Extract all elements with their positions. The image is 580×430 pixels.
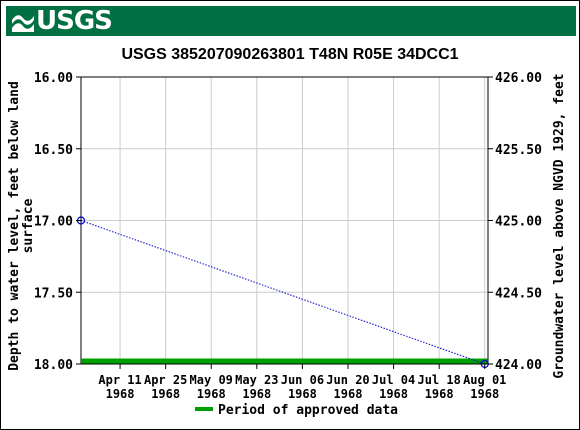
legend-label: Period of approved data xyxy=(218,403,398,418)
x-tick-label: Jun 20 1968 xyxy=(326,373,369,401)
y-tick-label-right: 426.00 xyxy=(495,71,542,86)
y-tick-label-left: 17.50 xyxy=(34,286,73,301)
x-tick-label: May 09 1968 xyxy=(190,373,233,401)
chart-title: USGS 385207090263801 T48N R05E 34DCC1 xyxy=(121,46,458,63)
usgs-logo-text: USGS xyxy=(36,6,113,36)
right-y-axis: 426.00 425.50 425.00 424.50 424.00 xyxy=(488,71,542,373)
y-tick-label-right: 424.50 xyxy=(495,286,542,301)
y-axis-label-right: Groundwater level above NGVD 1929, feet xyxy=(552,73,567,378)
x-tick-label: Apr 25 1968 xyxy=(144,373,187,401)
series-line xyxy=(80,220,485,365)
x-tick-label: Jun 06 1968 xyxy=(281,373,324,401)
y-tick-label-right: 424.00 xyxy=(495,358,542,373)
x-tick-label: Jul 04 1968 xyxy=(372,373,415,401)
y-tick-label-left: 18.00 xyxy=(34,358,73,373)
grid-lines xyxy=(81,77,488,364)
left-y-axis: 16.00 16.50 17.00 17.50 18.00 xyxy=(34,71,81,373)
y-tick-label-right: 425.50 xyxy=(495,143,542,158)
y-tick-label-left: 17.00 xyxy=(34,215,73,230)
usgs-banner: USGS xyxy=(6,6,576,36)
legend: Period of approved data xyxy=(195,403,398,418)
x-tick-label: Jul 18 1968 xyxy=(417,373,460,401)
usgs-logo-icon xyxy=(12,15,34,32)
x-tick-label: Apr 11 1968 xyxy=(98,373,141,401)
y-tick-label-left: 16.00 xyxy=(34,71,73,86)
y-tick-label-left: 16.50 xyxy=(34,143,73,158)
x-tick-label: Aug 01 1968 xyxy=(463,373,506,401)
y-tick-label-right: 425.00 xyxy=(495,215,542,230)
x-tick-label: May 23 1968 xyxy=(235,373,278,401)
y-axis-label-left: Depth to water level, feet below landsur… xyxy=(7,81,36,371)
